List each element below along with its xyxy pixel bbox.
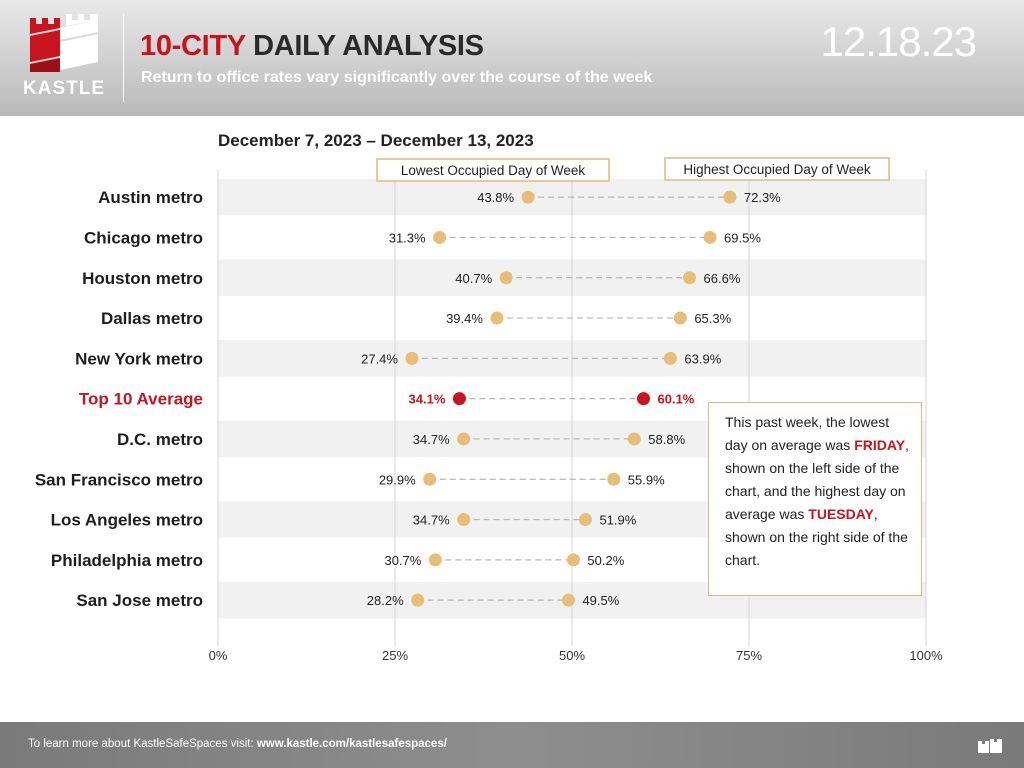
title-rest: DAILY ANALYSIS bbox=[245, 30, 484, 62]
x-tick-label: 75% bbox=[736, 648, 762, 663]
category-label: Philadelphia metro bbox=[51, 551, 203, 570]
callout-high-day: TUESDAY bbox=[808, 506, 874, 522]
category-label: Los Angeles metro bbox=[51, 511, 203, 530]
kastle-logo: KASTLE bbox=[20, 12, 108, 104]
low-value-label: 28.2% bbox=[367, 593, 404, 608]
category-label: D.C. metro bbox=[117, 430, 203, 449]
x-tick-label: 25% bbox=[382, 648, 408, 663]
low-value-label: 30.7% bbox=[384, 553, 421, 568]
high-value-label: 58.8% bbox=[648, 432, 685, 447]
callout-text-2: , shown on the left side of the chart, a… bbox=[725, 437, 909, 522]
high-value-label: 50.2% bbox=[587, 553, 624, 568]
category-label: Dallas metro bbox=[101, 309, 203, 328]
logo-text: KASTLE bbox=[23, 78, 105, 99]
x-tick-label: 50% bbox=[559, 648, 585, 663]
category-label: San Jose metro bbox=[76, 591, 203, 610]
low-point bbox=[405, 351, 419, 365]
high-value-label: 72.3% bbox=[744, 190, 781, 205]
header: KASTLE 10-CITY DAILY ANALYSIS Return to … bbox=[0, 0, 1024, 116]
low-point bbox=[499, 271, 513, 285]
high-point bbox=[566, 553, 580, 567]
report-date: 12.18.23 bbox=[820, 18, 977, 65]
callout-low-day: FRIDAY bbox=[854, 437, 906, 453]
category-label: Chicago metro bbox=[84, 228, 203, 247]
category-label: Top 10 Average bbox=[79, 390, 203, 409]
high-value-label: 51.9% bbox=[599, 513, 636, 528]
footer-text: To learn more about KastleSafeSpaces vis… bbox=[28, 738, 447, 750]
high-point bbox=[561, 593, 575, 607]
high-point bbox=[607, 472, 621, 486]
low-value-label: 34.1% bbox=[409, 392, 446, 407]
low-point bbox=[490, 311, 504, 325]
legend-low-box bbox=[376, 158, 610, 182]
category-label: Houston metro bbox=[82, 269, 203, 288]
high-point bbox=[703, 230, 717, 244]
high-point bbox=[627, 432, 641, 446]
high-value-label: 69.5% bbox=[724, 230, 761, 245]
low-value-label: 27.4% bbox=[361, 351, 398, 366]
high-point bbox=[723, 190, 737, 204]
footer-link[interactable]: www.kastle.com/kastlesafespaces/ bbox=[256, 738, 447, 750]
title-accent: 10-CITY bbox=[140, 30, 246, 62]
callout-text-3: , shown on the right side of the chart. bbox=[725, 506, 908, 568]
legend-high-label: Highest Occupied Day of Week bbox=[683, 162, 871, 177]
low-value-label: 31.3% bbox=[389, 230, 426, 245]
low-value-label: 40.7% bbox=[455, 271, 492, 286]
high-point bbox=[683, 271, 697, 285]
low-point bbox=[457, 432, 471, 446]
low-value-label: 29.9% bbox=[379, 472, 416, 487]
category-label: Austin metro bbox=[98, 188, 203, 207]
high-value-label: 49.5% bbox=[582, 593, 619, 608]
x-tick-label: 0% bbox=[209, 648, 228, 663]
low-value-label: 34.7% bbox=[413, 513, 450, 528]
low-point bbox=[428, 553, 442, 567]
legend-low-label: Lowest Occupied Day of Week bbox=[401, 163, 586, 178]
footer-label: To learn more about KastleSafeSpaces vis… bbox=[28, 738, 257, 750]
low-value-label: 34.7% bbox=[413, 432, 450, 447]
low-point bbox=[457, 513, 471, 527]
castle-logo-icon bbox=[30, 14, 98, 72]
category-label: San Francisco metro bbox=[35, 470, 203, 489]
high-value-label: 55.9% bbox=[628, 472, 665, 487]
category-label: New York metro bbox=[75, 349, 203, 368]
callout-box: This past week, the lowest day on averag… bbox=[708, 402, 922, 596]
legend-high-box bbox=[664, 157, 890, 181]
high-point bbox=[578, 513, 592, 527]
low-point bbox=[433, 230, 447, 244]
high-value-label: 63.9% bbox=[684, 351, 721, 366]
high-point bbox=[663, 351, 677, 365]
footer: To learn more about KastleSafeSpaces vis… bbox=[0, 722, 1024, 768]
high-value-label: 66.6% bbox=[704, 271, 741, 286]
low-value-label: 43.8% bbox=[477, 190, 514, 205]
high-point bbox=[673, 311, 687, 325]
low-point bbox=[423, 472, 437, 486]
low-point bbox=[452, 392, 466, 406]
date-range: December 7, 2023 – December 13, 2023 bbox=[218, 131, 534, 150]
low-value-label: 39.4% bbox=[446, 311, 483, 326]
page-subtitle: Return to office rates vary significantl… bbox=[141, 69, 653, 86]
header-divider bbox=[123, 14, 124, 102]
high-point bbox=[637, 392, 651, 406]
page-title: 10-CITY DAILY ANALYSIS bbox=[140, 30, 484, 63]
high-value-label: 60.1% bbox=[658, 392, 695, 407]
dumbbell-chart: 0% 25% 50% 75% 100% Lowest Occupied Day of We… bbox=[35, 157, 943, 663]
callout-text-1: This past week, the lowest day on averag… bbox=[725, 414, 890, 453]
high-value-label: 65.3% bbox=[694, 311, 731, 326]
x-tick-label: 100% bbox=[909, 648, 943, 663]
low-point bbox=[411, 593, 425, 607]
castle-footer-icon bbox=[976, 735, 1004, 760]
low-point bbox=[521, 190, 535, 204]
